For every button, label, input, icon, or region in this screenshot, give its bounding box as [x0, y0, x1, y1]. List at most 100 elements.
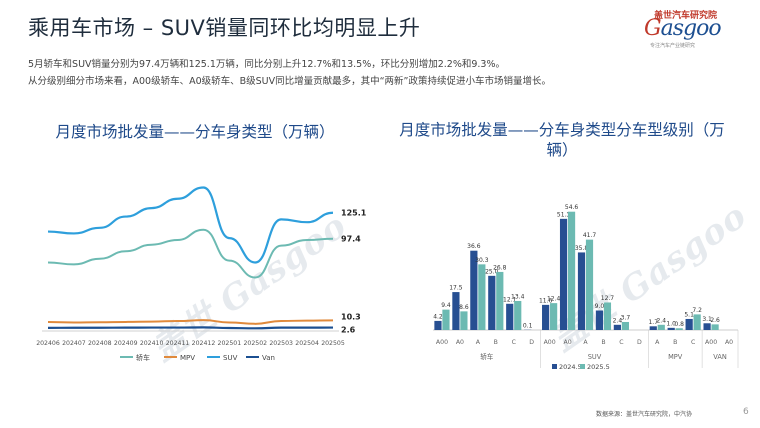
- bar-1-13: [675, 328, 683, 330]
- bar-category-label: A: [655, 339, 660, 346]
- line-x-tick-label: 202503: [269, 340, 293, 347]
- bar-0-2: [470, 250, 478, 330]
- bar-1-8: [585, 239, 594, 330]
- gasgoo-logo: 盖世汽车研究院 Gasgoo 专注汽车产业链研究: [636, 8, 746, 49]
- line-legend-label-2: SUV: [223, 354, 238, 362]
- bar-category-label: A00: [436, 339, 448, 346]
- bar-1-14: [693, 314, 701, 330]
- slide-title: 乘用车市场 – SUV销量同环比均明显上升: [28, 16, 421, 40]
- bar-category-label: B: [673, 339, 677, 346]
- bar-value-label: 8.6: [459, 304, 469, 311]
- line-x-tick-label: 202412: [192, 340, 216, 347]
- bar-1-1: [460, 311, 468, 330]
- bar-0-12: [649, 326, 657, 330]
- line-x-tick-label: 202409: [114, 340, 138, 347]
- bar-0-7: [559, 218, 568, 330]
- line-x-tick-label: 202411: [166, 340, 190, 347]
- bar-category-label: A0: [563, 339, 571, 346]
- bar-group-label: 轿车: [480, 352, 494, 361]
- bar-category-label: B: [601, 339, 605, 346]
- bar-1-12: [657, 324, 665, 330]
- line-x-tick-label: 202410: [140, 340, 164, 347]
- bar-1-2: [478, 264, 486, 330]
- bar-legend-swatch-0: [552, 364, 557, 369]
- line-x-tick-label: 202407: [62, 340, 86, 347]
- line-series-1: [47, 319, 334, 325]
- line-legend-label-1: MPV: [180, 354, 195, 362]
- bar-1-10: [621, 321, 629, 330]
- bar-0-14: [685, 318, 693, 330]
- bar-category-label: A: [476, 339, 481, 346]
- bar-value-label: 1.0: [666, 320, 676, 327]
- bar-value-label: 12.7: [601, 295, 615, 302]
- bar-0-0: [434, 320, 442, 330]
- logo-en-text: Gasgoo: [644, 16, 722, 41]
- bar-0-1: [452, 292, 460, 330]
- bar-value-label: 0.8: [674, 321, 684, 328]
- bar-value-label: 12.4: [547, 296, 561, 303]
- bar-value-label: 2.4: [613, 317, 623, 324]
- bar-legend-swatch-1: [580, 364, 585, 369]
- bar-value-label: 3.1: [702, 316, 712, 323]
- bar-1-4: [514, 300, 522, 330]
- bar-group-label: MPV: [668, 353, 683, 361]
- line-x-tick-label: 202406: [36, 340, 60, 347]
- bar-category-label: B: [494, 339, 498, 346]
- bar-category-label: A: [583, 339, 588, 346]
- bar-value-label: 26.8: [493, 264, 507, 271]
- bar-value-label: 0.1: [523, 322, 533, 329]
- line-x-tick-label: 202505: [321, 340, 345, 347]
- line-x-tick-label: 202408: [88, 340, 112, 347]
- line-series-3: [47, 326, 334, 330]
- bar-category-label: C: [619, 339, 623, 346]
- bar-value-label: 51.3: [557, 211, 571, 218]
- line-series-0: [47, 228, 334, 279]
- bar-value-label: 35.8: [575, 245, 589, 252]
- bar-value-label: 13.4: [511, 293, 525, 300]
- bar-category-label: C: [691, 339, 695, 346]
- bar-1-15: [711, 324, 719, 330]
- bar-value-label: 11.6: [539, 297, 553, 304]
- bar-category-label: D: [637, 339, 642, 346]
- bar-value-label: 3.7: [621, 314, 631, 321]
- bar-value-label: 41.7: [583, 232, 597, 239]
- line-x-tick-label: 202502: [243, 340, 267, 347]
- bar-0-8: [577, 252, 586, 330]
- bar-value-label: 7.2: [692, 307, 702, 314]
- bar-0-9: [595, 310, 604, 330]
- bar-value-label: 17.5: [449, 285, 463, 292]
- line-legend-label-3: Van: [262, 354, 275, 362]
- bar-category-label: A0: [725, 339, 733, 346]
- bar-1-0: [442, 309, 450, 330]
- bar-value-label: 4.2: [433, 313, 443, 320]
- bar-value-label: 1.7: [648, 319, 658, 326]
- bar-category-label: C: [512, 339, 516, 346]
- bar-0-15: [703, 323, 711, 330]
- logo-cn-text: 盖世汽车研究院: [654, 11, 718, 21]
- bar-chart-title: 月度市场批发量——分车身类型分车型级别（万辆）: [399, 121, 725, 159]
- bar-legend-label-0: 2024.5: [559, 363, 582, 371]
- bar-category-label: A00: [705, 339, 717, 346]
- description-line-1: 5月轿车和SUV销量分别为97.4万辆和125.1万辆，同比分别上升12.7%和…: [28, 59, 506, 70]
- line-x-tick-label: 202504: [295, 340, 319, 347]
- bar-value-label: 12.1: [503, 296, 517, 303]
- line-chart-title: 月度市场批发量——分车身类型（万辆）: [55, 123, 335, 141]
- bar-1-6: [550, 303, 558, 330]
- bar-value-label: 9.0: [595, 303, 605, 310]
- line-x-tick-label: 202501: [218, 340, 242, 347]
- data-source: 数据来源：盖世汽车研究院，中汽协: [596, 411, 693, 418]
- bar-group-label: SUV: [588, 353, 602, 361]
- bar-category-label: D: [529, 339, 534, 346]
- logo-tagline: 专注汽车产业链研究: [650, 43, 696, 49]
- bar-legend-label-1: 2025.5: [587, 363, 610, 371]
- bar-1-7: [567, 211, 576, 330]
- bar-1-9: [603, 302, 612, 330]
- bar-value-label: 2.6: [710, 317, 720, 324]
- bar-0-4: [506, 303, 514, 330]
- bar-1-3: [496, 271, 504, 330]
- line-end-label-1: 10.3: [341, 312, 361, 321]
- line-end-label-0: 97.4: [341, 235, 361, 244]
- line-end-label-3: 2.6: [341, 326, 356, 335]
- line-series-2: [47, 186, 334, 264]
